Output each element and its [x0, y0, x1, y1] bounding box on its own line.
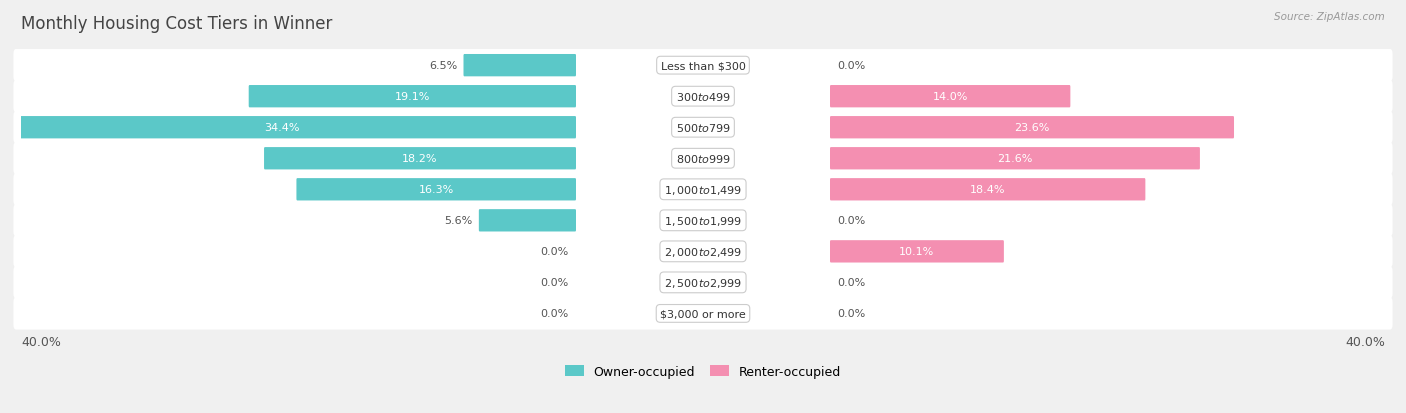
FancyBboxPatch shape	[830, 117, 1234, 139]
FancyBboxPatch shape	[14, 236, 1392, 268]
FancyBboxPatch shape	[14, 50, 1392, 82]
Text: $1,500 to $1,999: $1,500 to $1,999	[664, 214, 742, 227]
Text: 0.0%: 0.0%	[540, 278, 568, 288]
FancyBboxPatch shape	[464, 55, 576, 77]
FancyBboxPatch shape	[14, 297, 1392, 330]
FancyBboxPatch shape	[14, 143, 1392, 175]
Text: 16.3%: 16.3%	[419, 185, 454, 195]
Text: 6.5%: 6.5%	[429, 61, 457, 71]
FancyBboxPatch shape	[14, 267, 1392, 299]
Text: 18.4%: 18.4%	[970, 185, 1005, 195]
FancyBboxPatch shape	[14, 81, 1392, 113]
Text: $2,500 to $2,999: $2,500 to $2,999	[664, 276, 742, 289]
Legend: Owner-occupied, Renter-occupied: Owner-occupied, Renter-occupied	[565, 365, 841, 377]
FancyBboxPatch shape	[14, 174, 1392, 206]
FancyBboxPatch shape	[830, 148, 1199, 170]
Text: 21.6%: 21.6%	[997, 154, 1032, 164]
Text: 23.6%: 23.6%	[1014, 123, 1050, 133]
Text: 14.0%: 14.0%	[932, 92, 967, 102]
Text: 34.4%: 34.4%	[264, 123, 299, 133]
FancyBboxPatch shape	[249, 86, 576, 108]
FancyBboxPatch shape	[297, 179, 576, 201]
Text: 5.6%: 5.6%	[444, 216, 472, 226]
FancyBboxPatch shape	[830, 86, 1070, 108]
Text: Less than $300: Less than $300	[661, 61, 745, 71]
Text: Source: ZipAtlas.com: Source: ZipAtlas.com	[1274, 12, 1385, 22]
FancyBboxPatch shape	[264, 148, 576, 170]
FancyBboxPatch shape	[830, 179, 1146, 201]
Text: 18.2%: 18.2%	[402, 154, 437, 164]
FancyBboxPatch shape	[0, 117, 576, 139]
Text: 40.0%: 40.0%	[21, 335, 60, 348]
FancyBboxPatch shape	[830, 241, 1004, 263]
Text: 0.0%: 0.0%	[540, 309, 568, 319]
Text: $300 to $499: $300 to $499	[675, 91, 731, 103]
Text: 19.1%: 19.1%	[395, 92, 430, 102]
Text: 40.0%: 40.0%	[1346, 335, 1385, 348]
Text: 0.0%: 0.0%	[838, 61, 866, 71]
Text: Monthly Housing Cost Tiers in Winner: Monthly Housing Cost Tiers in Winner	[21, 15, 332, 33]
FancyBboxPatch shape	[14, 205, 1392, 237]
Text: $2,000 to $2,499: $2,000 to $2,499	[664, 245, 742, 258]
Text: 0.0%: 0.0%	[838, 309, 866, 319]
Text: 10.1%: 10.1%	[900, 247, 935, 257]
Text: $1,000 to $1,499: $1,000 to $1,499	[664, 183, 742, 196]
FancyBboxPatch shape	[479, 210, 576, 232]
Text: 0.0%: 0.0%	[838, 278, 866, 288]
Text: $800 to $999: $800 to $999	[675, 153, 731, 165]
Text: $3,000 or more: $3,000 or more	[661, 309, 745, 319]
FancyBboxPatch shape	[14, 112, 1392, 144]
Text: 0.0%: 0.0%	[540, 247, 568, 257]
Text: 0.0%: 0.0%	[838, 216, 866, 226]
Text: $500 to $799: $500 to $799	[675, 122, 731, 134]
